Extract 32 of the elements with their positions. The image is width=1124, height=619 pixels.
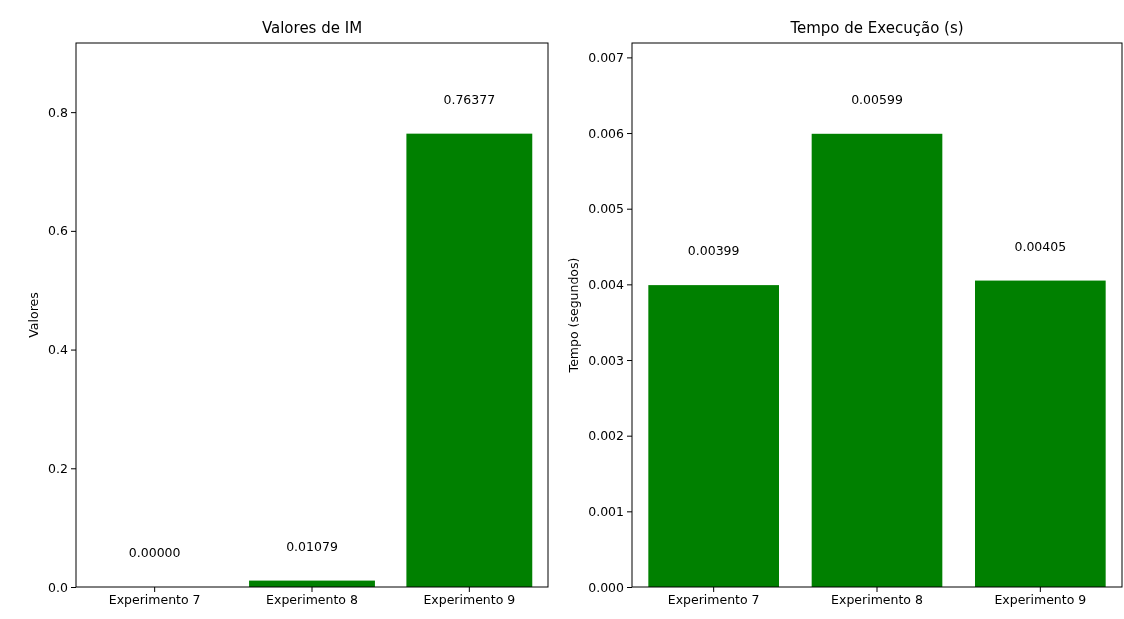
x-tick-label: Experimento 9 bbox=[994, 591, 1087, 607]
data-label: 0.00399 bbox=[687, 243, 740, 259]
x-tick-label: Experimento 8 bbox=[831, 591, 923, 607]
x-tick-label: Experimento 7 bbox=[108, 591, 201, 607]
y-tick-label: 0.003 bbox=[588, 352, 624, 368]
data-label: 0.00599 bbox=[851, 91, 903, 107]
y-tick-label: 0.000 bbox=[588, 579, 625, 595]
chart-title: Tempo de Execução (s) bbox=[789, 19, 964, 37]
y-tick-label: 0.002 bbox=[588, 428, 624, 444]
y-tick-label: 0.005 bbox=[588, 201, 624, 217]
y-tick-label: 0.007 bbox=[588, 49, 624, 65]
data-label: 0.01079 bbox=[286, 538, 338, 554]
chart-title: Valores de IM bbox=[261, 19, 363, 37]
bar bbox=[811, 133, 943, 587]
bar bbox=[975, 280, 1106, 587]
bar bbox=[648, 285, 779, 587]
x-tick-label: Experimento 8 bbox=[266, 591, 358, 607]
y-tick-label: 0.001 bbox=[588, 503, 624, 519]
x-tick-label: Experimento 9 bbox=[423, 591, 516, 607]
x-tick-label: Experimento 7 bbox=[667, 591, 760, 607]
y-tick-label: 0.6 bbox=[48, 223, 69, 239]
y-tick-label: 0.004 bbox=[588, 276, 625, 292]
data-label: 0.76377 bbox=[443, 91, 496, 107]
y-tick-label: 0.0 bbox=[48, 579, 69, 595]
y-tick-label: 0.006 bbox=[588, 125, 625, 141]
y-axis-title: Tempo (segundos) bbox=[566, 257, 582, 374]
data-label: 0.00000 bbox=[128, 545, 181, 560]
y-axis-title: Valores bbox=[26, 292, 42, 338]
y-tick-label: 0.4 bbox=[48, 342, 69, 358]
y-tick-label: 0.8 bbox=[48, 104, 69, 120]
data-label: 0.00405 bbox=[1014, 238, 1067, 254]
y-tick-label: 0.2 bbox=[48, 460, 68, 476]
